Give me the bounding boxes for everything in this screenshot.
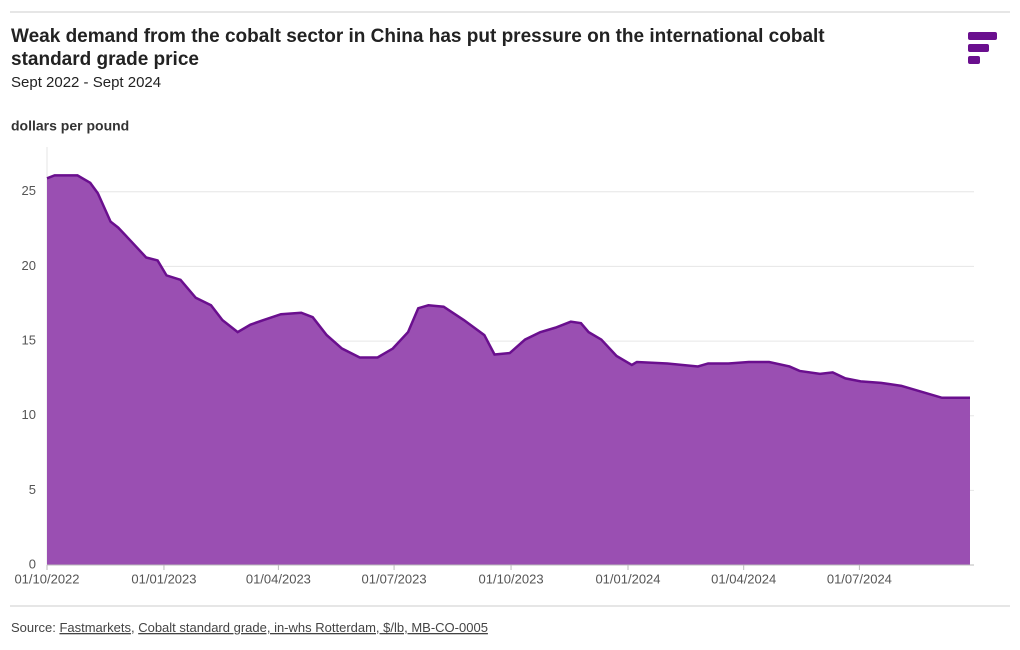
x-tick-label: 01/04/2023 — [246, 571, 311, 586]
x-tick-label: 01/04/2024 — [711, 571, 776, 586]
y-tick-label: 25 — [22, 183, 36, 198]
area-line — [46, 174, 970, 400]
x-tick-label: 01/01/2023 — [131, 571, 196, 586]
y-tick-label: 10 — [22, 407, 36, 422]
y-tick-label: 20 — [22, 258, 36, 273]
chart-title: Weak demand from the cobalt sector in Ch… — [11, 26, 825, 47]
x-tick-label: 01/10/2023 — [479, 571, 544, 586]
y-tick-label: 5 — [29, 482, 36, 497]
y-tick-label: 0 — [29, 556, 36, 571]
area-fill — [47, 175, 970, 565]
source: Source: Fastmarkets, Cobalt standard gra… — [11, 620, 488, 635]
y-axis-label: dollars per pound — [11, 118, 129, 134]
source-label: Source: — [11, 620, 56, 635]
y-tick-label: 15 — [22, 333, 36, 348]
logo — [968, 32, 997, 64]
x-tick-label: 01/07/2023 — [362, 571, 427, 586]
x-tick-label: 01/01/2024 — [595, 571, 660, 586]
source-separator: , — [131, 620, 135, 635]
chart-subtitle: Sept 2022 - Sept 2024 — [11, 74, 161, 91]
x-tick-label: 01/10/2022 — [14, 571, 79, 586]
source-link[interactable]: Fastmarkets — [59, 620, 131, 635]
source-link[interactable]: Cobalt standard grade, in-whs Rotterdam,… — [138, 620, 488, 635]
chart-title: standard grade price — [11, 49, 199, 70]
x-tick-label: 01/07/2024 — [827, 571, 892, 586]
